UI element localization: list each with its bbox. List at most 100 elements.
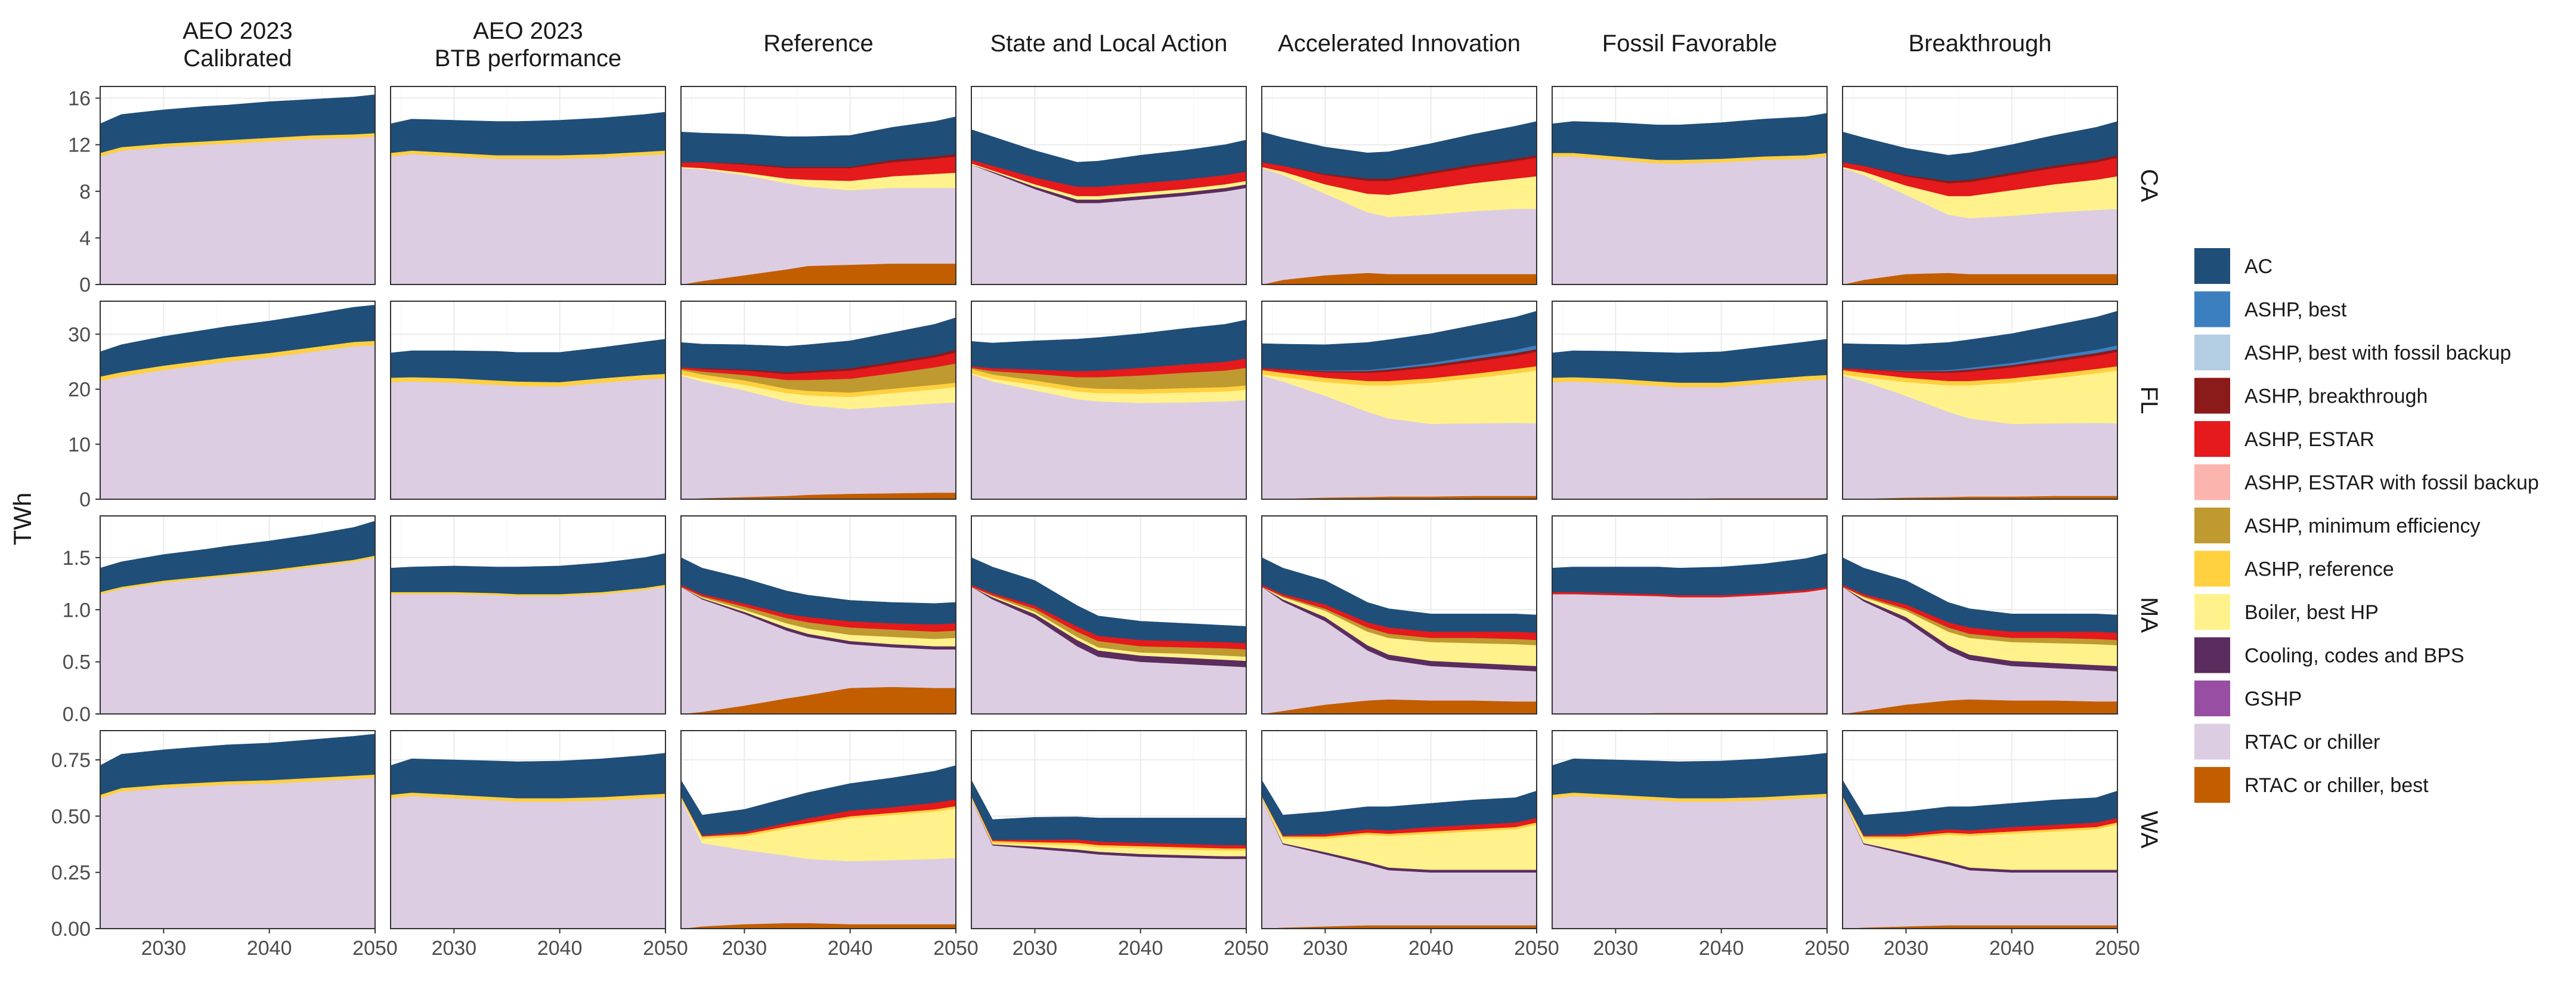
panel-border bbox=[680, 301, 956, 500]
panel-border bbox=[1842, 730, 2118, 929]
panel-MA-3 bbox=[971, 515, 1247, 715]
area-rtac-or-chiller bbox=[1552, 379, 1828, 500]
column-title-2: Reference bbox=[763, 30, 874, 57]
panel-border bbox=[971, 730, 1247, 929]
y-tick-label: 1.5 bbox=[63, 547, 91, 570]
legend-swatch bbox=[2194, 421, 2230, 457]
panel-border bbox=[1552, 86, 1828, 285]
y-tick-label: 20 bbox=[68, 379, 91, 401]
area-rtac-or-chiller bbox=[1552, 156, 1828, 285]
x-tick-label: 2040 bbox=[537, 937, 583, 960]
legend-label: ASHP, ESTAR bbox=[2244, 428, 2374, 451]
x-tick-label: 2040 bbox=[828, 937, 873, 960]
legend-item: ASHP, ESTAR with fossil backup bbox=[2194, 464, 2539, 500]
legend-label: ASHP, best with fossil backup bbox=[2244, 342, 2511, 364]
panel-border bbox=[971, 515, 1247, 715]
y-tick-label: 1.0 bbox=[63, 599, 91, 621]
x-tick-label: 2030 bbox=[1884, 937, 1929, 960]
y-tick-label: 0.00 bbox=[51, 918, 91, 941]
x-tick-label: 2050 bbox=[1804, 937, 1850, 960]
legend-swatch bbox=[2194, 594, 2230, 630]
column-title-line: Fossil Favorable bbox=[1602, 30, 1777, 57]
y-tick-label: 0 bbox=[79, 274, 91, 296]
column-title-3: State and Local Action bbox=[990, 30, 1227, 57]
legend-swatch bbox=[2194, 464, 2230, 500]
panel-border bbox=[1552, 515, 1828, 715]
panel-FL-0 bbox=[100, 301, 376, 500]
legend-label: RTAC or chiller bbox=[2244, 731, 2380, 754]
panel-border bbox=[1261, 515, 1537, 715]
panel-border bbox=[390, 301, 666, 500]
x-tick-label: 2050 bbox=[1224, 937, 1269, 960]
y-tick-label: 12 bbox=[68, 134, 91, 157]
row-label-MA: MA bbox=[2136, 597, 2162, 633]
panel-border bbox=[100, 515, 376, 715]
legend-swatch bbox=[2194, 248, 2230, 284]
panel-WA-1: 2030 2040 2050 bbox=[390, 730, 688, 960]
panel-FL-2 bbox=[680, 301, 956, 500]
legend-label: RTAC or chiller, best bbox=[2244, 774, 2429, 797]
legend-label: ASHP, breakthrough bbox=[2244, 385, 2428, 408]
area-rtac-or-chiller bbox=[1552, 796, 1828, 929]
legend-item: ASHP, ESTAR bbox=[2194, 421, 2374, 457]
x-tick-label: 2030 bbox=[141, 937, 187, 960]
y-tick-label: 0 bbox=[79, 488, 91, 511]
panel-border bbox=[1842, 86, 2118, 285]
legend-swatch bbox=[2194, 681, 2230, 716]
panel-CA-2 bbox=[680, 86, 956, 285]
legend-swatch bbox=[2194, 508, 2230, 543]
x-tick-label: 2050 bbox=[643, 937, 688, 960]
column-title-6: Breakthrough bbox=[1908, 30, 2051, 57]
panel-border bbox=[100, 86, 376, 285]
panel-CA-5 bbox=[1552, 86, 1828, 285]
x-tick-label: 2040 bbox=[247, 937, 292, 960]
panel-CA-0 bbox=[100, 86, 376, 285]
legend-swatch bbox=[2194, 335, 2230, 370]
column-title-1: AEO 2023 BTB performance bbox=[435, 18, 621, 72]
panel-border bbox=[680, 86, 956, 285]
row-label-FL: FL bbox=[2136, 386, 2162, 415]
panel-border bbox=[390, 515, 666, 715]
legend-item: AC bbox=[2194, 248, 2272, 284]
row-label-CA: CA bbox=[2136, 169, 2162, 202]
legend-item: ASHP, best bbox=[2194, 291, 2347, 327]
panel-border bbox=[1261, 301, 1537, 500]
panel-WA-5: 2030 2040 2050 bbox=[1552, 730, 1850, 960]
panel-border bbox=[971, 301, 1247, 500]
legend-swatch bbox=[2194, 378, 2230, 414]
legend-swatch bbox=[2194, 723, 2230, 760]
legend-label: Boiler, best HP bbox=[2244, 601, 2379, 624]
legend-swatch bbox=[2194, 767, 2230, 803]
panel-CA-6 bbox=[1842, 86, 2118, 285]
y-tick-label: 16 bbox=[68, 88, 91, 110]
legend-label: ASHP, reference bbox=[2244, 558, 2394, 581]
panel-MA-2 bbox=[680, 515, 956, 715]
panel-WA-6: 2030 2040 2050 bbox=[1842, 730, 2140, 960]
y-axis-title: TWh bbox=[8, 493, 36, 546]
panel-border bbox=[1552, 730, 1828, 929]
panel-MA-6 bbox=[1842, 515, 2118, 715]
legend-item: ASHP, minimum efficiency bbox=[2194, 508, 2481, 543]
column-title-line: State and Local Action bbox=[990, 30, 1227, 57]
panel-border bbox=[390, 86, 666, 285]
column-title-line: BTB performance bbox=[435, 45, 621, 72]
panel-border bbox=[1842, 515, 2118, 715]
legend-label: GSHP bbox=[2244, 688, 2302, 710]
area-rtac-or-chiller bbox=[390, 153, 666, 285]
x-tick-label: 2040 bbox=[1989, 937, 2035, 960]
legend-label: ASHP, best bbox=[2244, 299, 2347, 321]
panel-MA-5 bbox=[1552, 515, 1828, 715]
legend-item: RTAC or chiller, best bbox=[2194, 767, 2429, 803]
panel-WA-2: 2030 2040 2050 bbox=[680, 730, 979, 960]
y-tick-label: 0.0 bbox=[63, 703, 91, 726]
area-rtac-or-chiller bbox=[390, 586, 666, 715]
area-rtac-or-chiller bbox=[390, 378, 666, 500]
legend-item: Cooling, codes and BPS bbox=[2194, 637, 2464, 673]
panel-MA-4 bbox=[1261, 515, 1537, 715]
legend-item: RTAC or chiller bbox=[2194, 723, 2380, 760]
panel-border bbox=[390, 730, 666, 929]
x-tick-label: 2050 bbox=[1514, 937, 1559, 960]
legend-swatch bbox=[2194, 637, 2230, 673]
y-tick-label: 30 bbox=[68, 323, 91, 346]
